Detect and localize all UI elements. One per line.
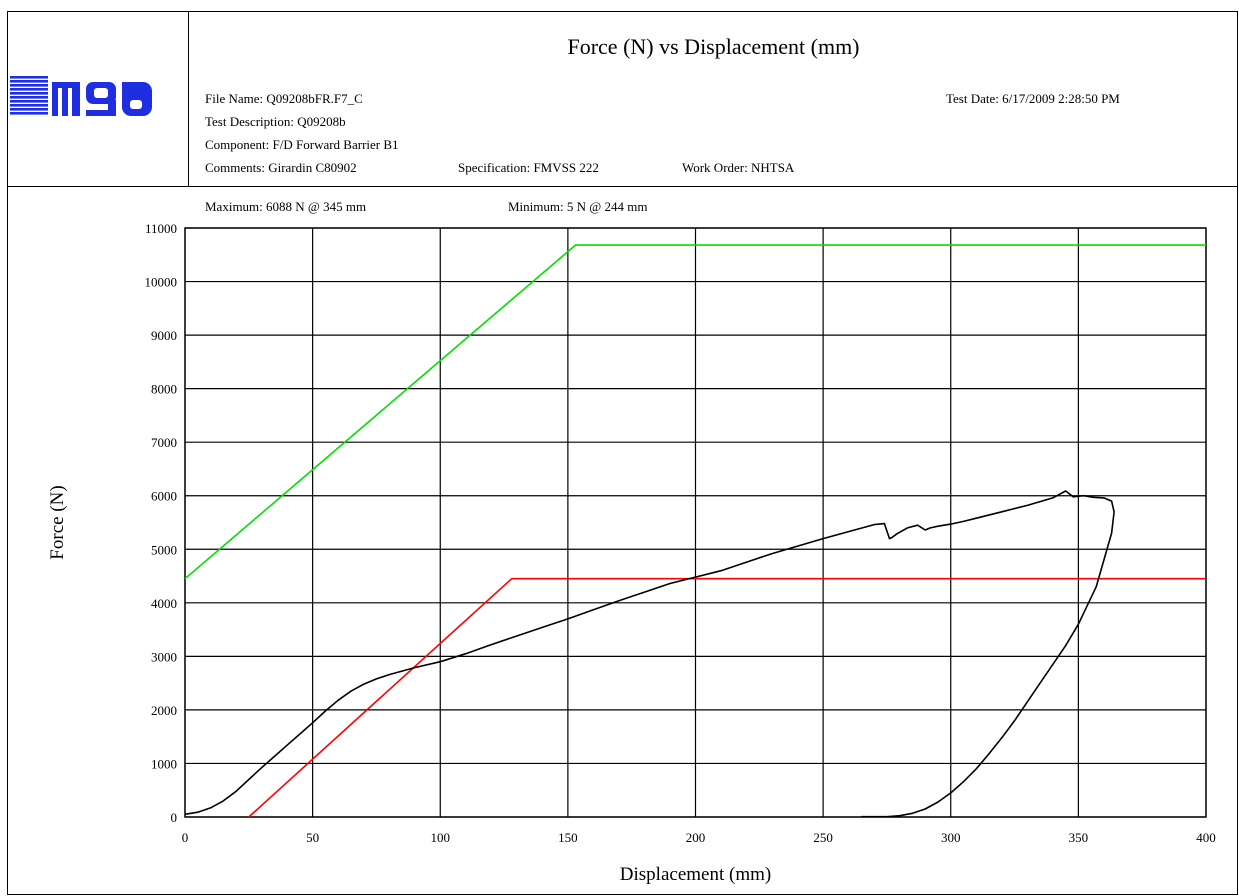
logo-m: [52, 82, 80, 116]
x-tick-label: 350: [1069, 830, 1089, 845]
y-tick-label: 7000: [151, 435, 177, 450]
grid: [184, 227, 1207, 818]
logo-stripe: [10, 80, 48, 83]
x-axis-label: Displacement (mm): [620, 864, 771, 885]
y-tick-label: 8000: [151, 382, 177, 397]
x-tick-label: 250: [813, 830, 833, 845]
y-tick-label: 1000: [151, 756, 177, 771]
logo-stripe: [10, 104, 48, 107]
x-tick-label: 0: [182, 830, 189, 845]
test-description: Test Description: Q09208b: [205, 114, 346, 129]
logo-stripes: [10, 76, 152, 116]
y-tick-label: 9000: [151, 328, 177, 343]
maximum-readout: Maximum: 6088 N @ 345 mm: [205, 199, 367, 214]
logo-stripe: [10, 112, 48, 115]
series-line-2: [248, 577, 1206, 818]
work-order: Work Order: NHTSA: [682, 160, 795, 175]
series-line-1: [184, 244, 1206, 580]
y-tick-label: 5000: [151, 542, 177, 557]
x-tick-label: 200: [686, 830, 706, 845]
logo-stripe: [10, 96, 48, 99]
logo-stripe: [10, 88, 48, 91]
x-tick-label: 150: [558, 830, 578, 845]
logo-stripe: [10, 108, 48, 111]
y-tick-label: 11000: [145, 221, 177, 236]
logo-stripe: [10, 100, 48, 103]
x-tick-label: 300: [941, 830, 961, 845]
test-date: Test Date: 6/17/2009 2:28:50 PM: [946, 91, 1120, 106]
y-tick-label: 10000: [145, 275, 178, 290]
logo-stripe: [10, 92, 48, 95]
x-tick-label: 100: [431, 830, 451, 845]
specification: Specification: FMVSS 222: [458, 160, 599, 175]
comments: Comments: Girardin C80902: [205, 160, 357, 175]
file-name: File Name: Q09208bFR.F7_C: [205, 91, 363, 106]
header-divider: [7, 186, 1238, 187]
logo-divider: [188, 11, 189, 187]
y-axis-label: Force (N): [47, 485, 68, 559]
chart-title: Force (N) vs Displacement (mm): [567, 34, 860, 59]
y-tick-label: 6000: [151, 489, 177, 504]
y-tick-label: 4000: [151, 596, 177, 611]
component: Component: F/D Forward Barrier B1: [205, 137, 399, 152]
minimum-readout: Minimum: 5 N @ 244 mm: [508, 199, 648, 214]
x-tick-label: 50: [306, 830, 319, 845]
report-frame: [7, 11, 1238, 895]
logo-stripe: [10, 84, 48, 87]
series-line-3: [184, 490, 1115, 818]
mga-logo: mga: [10, 76, 152, 116]
y-tick-label: 0: [171, 810, 178, 825]
x-tick-label: 400: [1196, 830, 1216, 845]
logo-a: [122, 82, 152, 116]
y-tick-label: 2000: [151, 703, 177, 718]
y-tick-label: 3000: [151, 649, 177, 664]
plot-area: [184, 227, 1207, 818]
logo-stripe: [10, 76, 48, 79]
